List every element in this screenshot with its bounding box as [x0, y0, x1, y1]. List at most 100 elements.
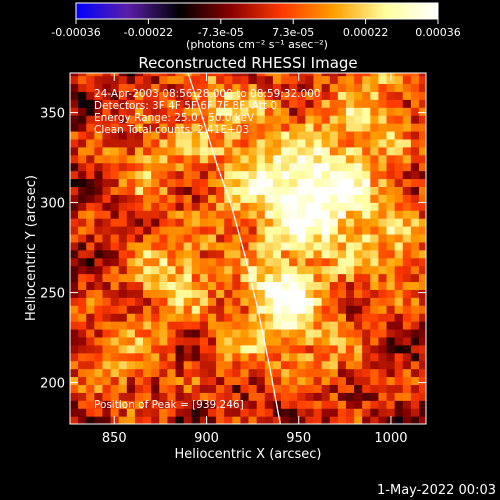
heatmap-cell — [410, 384, 420, 393]
heatmap-cell — [143, 218, 152, 227]
heatmap-cell — [143, 313, 152, 322]
heatmap-cell — [410, 202, 420, 211]
heatmap-cell — [248, 265, 258, 275]
heatmap-cell — [410, 352, 420, 362]
heatmap-cell — [313, 384, 323, 393]
heatmap-cell — [386, 352, 396, 362]
heatmap-cell — [207, 328, 217, 338]
heatmap-cell — [345, 210, 355, 219]
heatmap-cell — [305, 210, 315, 219]
heatmap-cell — [199, 344, 209, 354]
heatmap-cell — [118, 186, 128, 195]
heatmap-cell — [305, 226, 315, 235]
heatmap-cell — [297, 107, 306, 116]
heatmap-cell — [102, 75, 112, 85]
heatmap-cell — [264, 321, 274, 330]
heatmap-cell — [143, 273, 152, 283]
heatmap-cell — [126, 416, 136, 424]
heatmap-cell — [175, 146, 185, 156]
heatmap-cell — [329, 265, 339, 275]
heatmap-cell — [354, 257, 363, 267]
heatmap-cell — [256, 313, 266, 322]
heatmap-cell — [362, 400, 371, 409]
heatmap-cell — [191, 123, 201, 132]
heatmap-cell — [151, 313, 160, 322]
heatmap-cell — [370, 257, 380, 267]
heatmap-cell — [272, 233, 282, 243]
heatmap-cell — [207, 352, 217, 362]
heatmap-cell — [134, 123, 144, 132]
heatmap-cell — [378, 249, 388, 259]
heatmap-cell — [110, 75, 120, 85]
heatmap-cell — [281, 73, 290, 77]
info-annotation-line: 24-Apr-2003 08:56:28.000 to 08:59:32.000 — [94, 88, 321, 100]
heatmap-cell — [224, 233, 233, 243]
heatmap-cell — [337, 368, 347, 378]
heatmap-cell — [362, 194, 371, 203]
heatmap-cell — [305, 392, 315, 401]
heatmap-cell — [313, 368, 323, 378]
heatmap-cell — [370, 162, 380, 172]
heatmap-cell — [216, 281, 225, 290]
heatmap-cell — [264, 154, 274, 164]
heatmap-cell — [248, 75, 258, 85]
heatmap-cell — [78, 328, 87, 338]
heatmap-cell — [362, 336, 371, 346]
heatmap-cell — [159, 249, 168, 259]
heatmap-cell — [329, 360, 339, 370]
heatmap-cell — [78, 313, 87, 322]
heatmap-cell — [362, 281, 371, 290]
heatmap-cell — [126, 194, 136, 203]
heatmap-cell — [167, 154, 177, 164]
heatmap-cell — [118, 368, 128, 378]
heatmap-cell — [240, 360, 250, 370]
heatmap-cell — [191, 99, 201, 108]
heatmap-cell — [175, 233, 185, 243]
heatmap-cell — [183, 400, 193, 409]
heatmap-cell — [354, 154, 363, 164]
heatmap-cell — [297, 249, 306, 259]
heatmap-cell — [126, 130, 136, 140]
heatmap-cell — [118, 384, 128, 393]
heatmap-cell — [78, 107, 87, 116]
heatmap-cell — [345, 83, 355, 92]
heatmap-cell — [183, 162, 193, 172]
heatmap-cell — [134, 233, 144, 243]
heatmap-cell — [143, 328, 152, 338]
heatmap-cell — [281, 289, 290, 298]
heatmap-cell — [272, 408, 282, 417]
heatmap-cell — [224, 289, 233, 298]
heatmap-cell — [110, 408, 120, 417]
heatmap-cell — [199, 162, 209, 172]
heatmap-cell — [199, 123, 209, 132]
heatmap-cell — [199, 313, 209, 322]
heatmap-cell — [362, 178, 371, 187]
heatmap-cell — [337, 123, 347, 132]
heatmap-cell — [167, 273, 177, 283]
heatmap-cell — [86, 321, 95, 330]
heatmap-cell — [110, 107, 120, 116]
heatmap-cell — [94, 241, 104, 251]
heatmap-cell — [70, 186, 79, 195]
heatmap-cell — [305, 281, 315, 290]
heatmap-cell — [289, 305, 298, 314]
heatmap-cell — [199, 202, 209, 211]
heatmap-cell — [224, 241, 233, 251]
heatmap-cell — [102, 186, 112, 195]
heatmap-cell — [329, 194, 339, 203]
heatmap-cell — [256, 392, 266, 401]
heatmap-cell — [134, 344, 144, 354]
heatmap-cell — [337, 352, 347, 362]
heatmap-cell — [175, 257, 185, 267]
heatmap-cell — [337, 249, 347, 259]
heatmap-cell — [207, 83, 217, 92]
heatmap-cell — [256, 352, 266, 362]
heatmap-cell — [143, 352, 152, 362]
heatmap-cell — [70, 233, 79, 243]
heatmap-cell — [102, 344, 112, 354]
heatmap-cell — [86, 233, 95, 243]
heatmap-cell — [281, 400, 290, 409]
heatmap-cell — [70, 321, 79, 330]
heatmap-cell — [167, 408, 177, 417]
heatmap-cell — [386, 257, 396, 267]
